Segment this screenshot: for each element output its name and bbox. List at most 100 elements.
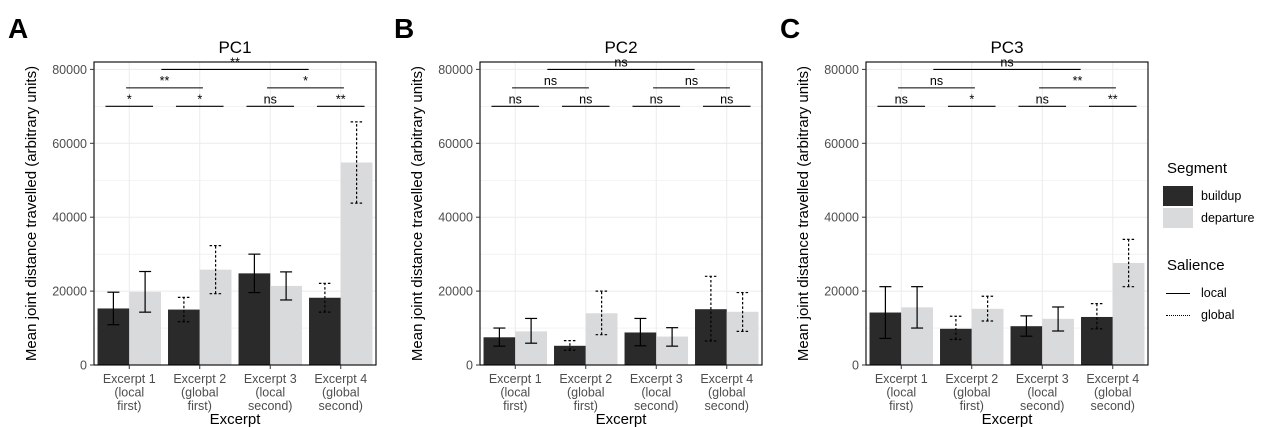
y-axis-title: Mean joint distance travelled (arbitrary… (409, 66, 426, 361)
error-bar-buildup-2 (949, 315, 962, 341)
y-tick-label: 20000 (52, 285, 87, 299)
significance-label: ** (160, 74, 170, 88)
y-tick-label: 60000 (438, 137, 473, 151)
error-bar-buildup-4 (318, 282, 331, 313)
significance-label: ns (509, 92, 522, 106)
legend-line-global (1163, 305, 1193, 325)
bar-departure-2 (971, 308, 1004, 365)
x-tick-label: Excerpt 1 (local first) (875, 372, 928, 413)
x-tick-label-line: (global (953, 386, 991, 400)
significance-label: ns (1036, 92, 1049, 106)
legend-label-local: local (1201, 286, 1227, 300)
significance-label: * (127, 92, 132, 106)
error-bar-departure-1 (911, 286, 924, 329)
bar-buildup-4 (1081, 316, 1113, 365)
x-tick-label-line: (global (708, 386, 746, 400)
legend-label-buildup: buildup (1201, 189, 1242, 203)
x-tick-label: Excerpt 3 (local second) (630, 372, 683, 413)
x-tick-label-line: first) (889, 399, 913, 413)
x-tick-label: Excerpt 2 (global first) (173, 372, 226, 413)
legend-item-local: local (1163, 282, 1261, 304)
x-tick-label-line: second) (634, 399, 678, 413)
x-tick-label-line: (global (567, 386, 605, 400)
y-tick-label: 60000 (824, 137, 859, 151)
y-tick-label: 20000 (438, 285, 473, 299)
error-bar-departure-2 (595, 290, 608, 336)
x-tick-label-line: (local (641, 386, 671, 400)
x-tick-label-line: first) (574, 399, 598, 413)
x-tick-label: Excerpt 2 (global first) (945, 372, 998, 413)
figure-canvas: * * ns **** ***020000400006000080000Excerpt … (8, 13, 1149, 427)
significance-label: * (969, 92, 974, 106)
legend: Segment buildup departure Salience local… (1163, 160, 1261, 326)
error-bar-buildup-4 (1090, 303, 1103, 330)
significance-label: ns (895, 92, 908, 106)
error-bar-departure-4 (350, 121, 363, 204)
error-bar-buildup-3 (1020, 315, 1033, 337)
y-tick-label: 0 (852, 359, 859, 373)
panel-letter: A (8, 13, 28, 44)
x-tick-label-line: Excerpt 1 (875, 372, 928, 386)
x-tick-label-line: Excerpt 3 (244, 372, 297, 386)
y-tick-label: 80000 (824, 63, 859, 77)
x-tick-label-line: second) (1091, 399, 1135, 413)
error-bar-departure-4 (736, 291, 749, 332)
x-tick-label-line: Excerpt 2 (945, 372, 998, 386)
significance-label: ns (650, 92, 663, 106)
x-tick-label-line: (local (255, 386, 285, 400)
x-tick-label-line: (global (322, 386, 360, 400)
significance-label: ns (720, 92, 733, 106)
x-tick-label-line: second) (248, 399, 292, 413)
panel-a: * * ns **** ***020000400006000080000Excerpt … (8, 13, 377, 427)
significance-label: ** (1073, 74, 1083, 88)
error-bar-departure-2 (209, 245, 222, 295)
y-axis-title: Mean joint distance travelled (arbitrary… (795, 66, 812, 361)
legend-swatch-departure (1163, 208, 1193, 228)
error-bar-buildup-1 (107, 291, 120, 326)
bar-buildup-4 (309, 297, 341, 365)
significance-label: * (197, 92, 202, 106)
error-bar-buildup-1 (879, 286, 892, 339)
x-tick-label-line: Excerpt 4 (1086, 372, 1139, 386)
x-tick-label-line: first) (188, 399, 212, 413)
error-bar-buildup-4 (704, 275, 717, 342)
bar-buildup-4 (695, 309, 727, 365)
y-tick-label: 20000 (824, 285, 859, 299)
x-tick-label: Excerpt 3 (local second) (1016, 372, 1069, 413)
error-bar-departure-1 (139, 270, 152, 313)
x-tick-label-line: second) (319, 399, 363, 413)
x-tick-label-line: (global (181, 386, 219, 400)
x-tick-label-line: (local (1027, 386, 1057, 400)
x-tick-label: Excerpt 4 (global second) (314, 372, 367, 413)
bar-departure-2 (585, 313, 618, 365)
x-tick-label-line: first) (503, 399, 527, 413)
legend-segment-title: Segment (1167, 160, 1228, 177)
x-tick-label-line: (local (500, 386, 530, 400)
y-tick-label: 40000 (52, 211, 87, 225)
y-tick-label: 80000 (438, 63, 473, 77)
bar-departure-4 (1112, 263, 1145, 365)
legend-line-local (1163, 283, 1193, 303)
significance-label: * (303, 74, 308, 88)
x-tick-label-line: Excerpt 3 (1016, 372, 1069, 386)
bar-departure-2 (199, 269, 232, 365)
panel-letter: C (780, 13, 800, 44)
x-tick-label: Excerpt 4 (global second) (1086, 372, 1139, 413)
error-bar-departure-1 (525, 317, 538, 344)
x-tick-label-line: second) (705, 399, 749, 413)
error-bar-departure-3 (1052, 306, 1065, 332)
x-axis-title: Excerpt (210, 411, 262, 427)
error-bar-buildup-2 (563, 340, 576, 351)
legend-swatch-buildup (1163, 186, 1193, 206)
y-tick-label: 0 (466, 359, 473, 373)
legend-item-buildup: buildup (1163, 185, 1261, 207)
plot-border (93, 61, 377, 366)
bar-departure-4 (726, 311, 759, 365)
x-tick-label-line: (global (1094, 386, 1132, 400)
x-tick-label-line: Excerpt 4 (700, 372, 753, 386)
x-tick-label: Excerpt 4 (global second) (700, 372, 753, 413)
x-tick-label: Excerpt 3 (local second) (244, 372, 297, 413)
x-tick-label-line: (local (114, 386, 144, 400)
panel-title: PC2 (604, 38, 637, 57)
